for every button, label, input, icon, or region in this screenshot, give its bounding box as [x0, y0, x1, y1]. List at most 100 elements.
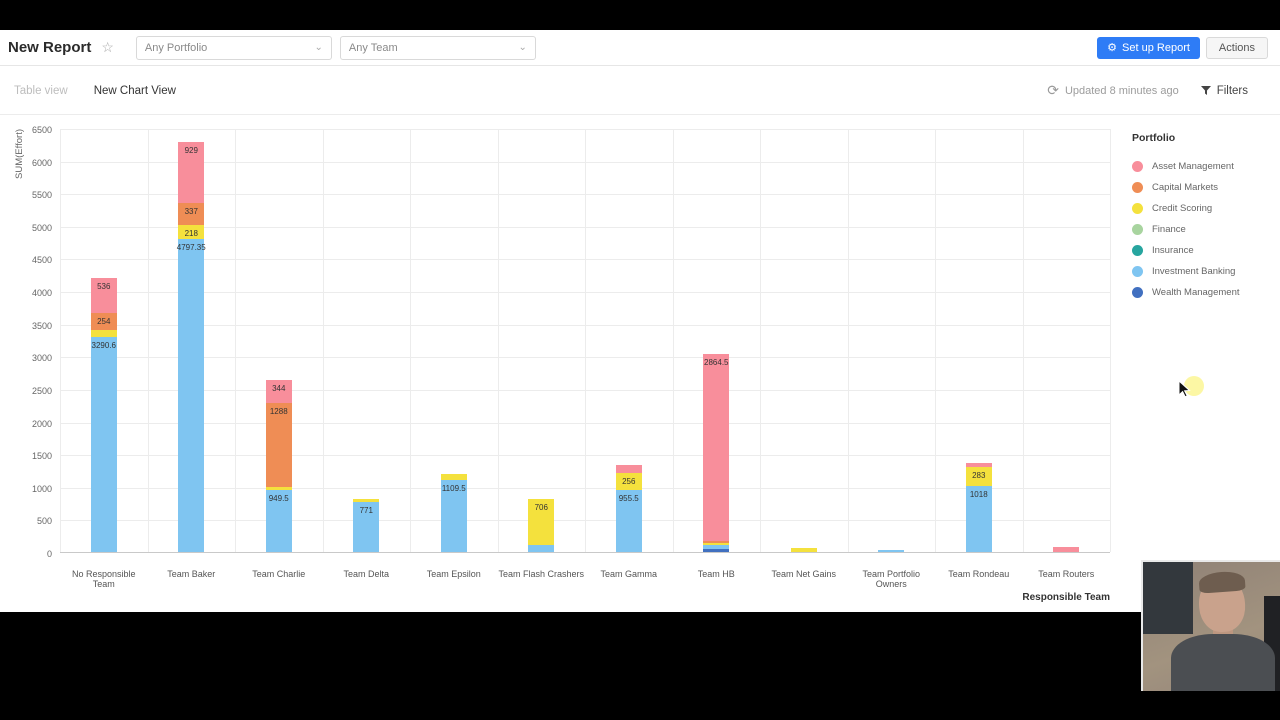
- tab-table-view[interactable]: Table view: [14, 84, 68, 97]
- portfolio-filter-value: Any Portfolio: [144, 41, 208, 54]
- gridline: [235, 129, 236, 552]
- bar-segment[interactable]: [615, 489, 642, 552]
- bar-segment[interactable]: [790, 548, 817, 552]
- x-tick-label: Team HB: [697, 569, 735, 579]
- legend-item[interactable]: Wealth Management: [1132, 282, 1272, 303]
- x-tick-label: Team Baker: [167, 569, 216, 579]
- chart-legend: Portfolio Asset Management Capital Market…: [1132, 132, 1272, 303]
- legend-item-label: Finance: [1152, 224, 1186, 235]
- bar-segment[interactable]: [265, 402, 292, 487]
- x-tick-label: Team Flash Crashers: [498, 569, 585, 579]
- portfolio-filter-dropdown[interactable]: Any Portfolio ⌄: [135, 35, 332, 60]
- filters-button[interactable]: Filters: [1200, 85, 1248, 97]
- y-axis: 0 500 1000 1500 2000 2500 3000 3500 4000 4500 5000…: [0, 125, 54, 559]
- bar-segment[interactable]: [615, 473, 642, 490]
- bar-segment[interactable]: [878, 550, 905, 552]
- page-title: New Report: [8, 39, 92, 56]
- bar-segment[interactable]: [615, 465, 642, 473]
- bar-segment[interactable]: [353, 501, 380, 552]
- legend-item[interactable]: Capital Markets: [1132, 177, 1272, 198]
- legend-item-label: Credit Scoring: [1152, 203, 1213, 214]
- actions-button[interactable]: Actions: [1205, 36, 1268, 59]
- bar-segment[interactable]: [703, 353, 730, 541]
- y-tick-label: 0: [46, 549, 52, 559]
- y-tick-label: 6500: [31, 125, 52, 135]
- bar-segment[interactable]: [265, 490, 292, 552]
- tab-chart-view[interactable]: New Chart View: [93, 84, 176, 97]
- x-tick-label: Team Portfolio Owners: [862, 569, 921, 589]
- view-toolbar: Table view New Chart View ⟳ Updated 8 mi…: [0, 67, 1280, 115]
- gridline: [1110, 129, 1111, 552]
- report-header: New Report ☆ Any Portfolio ⌄ Any Team ⌄ …: [0, 30, 1280, 66]
- bar-segment[interactable]: [440, 474, 467, 480]
- bar-segment[interactable]: [703, 540, 730, 543]
- bar-segment[interactable]: [265, 380, 292, 403]
- y-tick-label: 3500: [31, 320, 52, 331]
- x-axis: No Responsible Team Team Baker Team Charli…: [60, 569, 1110, 589]
- bar-segment[interactable]: [90, 329, 117, 338]
- legend-title: Portfolio: [1132, 132, 1176, 144]
- y-tick-label: 4500: [31, 255, 52, 266]
- chevron-down-icon: ⌄: [518, 42, 527, 53]
- legend-color-dot: [1132, 245, 1143, 256]
- gridline: [410, 129, 411, 552]
- bar-segment[interactable]: [703, 544, 730, 550]
- x-axis-title: Responsible Team: [1022, 592, 1110, 603]
- bar-segment[interactable]: [90, 278, 117, 313]
- gridline: [585, 129, 586, 552]
- legend-item[interactable]: Insurance: [1132, 240, 1272, 261]
- x-tick-label: No Responsible Team: [71, 569, 136, 589]
- bar-segment[interactable]: [703, 542, 730, 545]
- bar-segment[interactable]: [353, 499, 380, 502]
- gear-icon: ⚙: [1107, 42, 1118, 54]
- x-tick-label: Team Rondeau: [948, 569, 1010, 579]
- legend-item-label: Wealth Management: [1152, 287, 1240, 298]
- setup-report-label: Set up Report: [1122, 41, 1190, 54]
- bar-segment[interactable]: [178, 239, 205, 552]
- legend-item[interactable]: Credit Scoring: [1132, 198, 1272, 219]
- legend-item-label: Insurance: [1152, 245, 1194, 256]
- x-tick-label: Team Delta: [343, 569, 390, 579]
- y-tick-label: 1500: [31, 451, 52, 462]
- bar-segment[interactable]: [1053, 547, 1080, 552]
- bar-segment[interactable]: [265, 486, 292, 491]
- bar-segment[interactable]: [178, 224, 205, 240]
- x-tick-label: Team Charlie: [252, 569, 306, 579]
- favorite-star-icon[interactable]: ☆: [101, 39, 114, 55]
- bar-segment[interactable]: [528, 545, 555, 552]
- app-window: New Report ☆ Any Portfolio ⌄ Any Team ⌄ …: [0, 30, 1280, 612]
- refresh-icon[interactable]: ⟳: [1047, 82, 1059, 98]
- bar-segment[interactable]: [90, 312, 117, 330]
- x-tick-label: Team Gamma: [600, 569, 657, 579]
- webcam-person-body: [1171, 634, 1275, 691]
- legend-item[interactable]: Finance: [1132, 219, 1272, 240]
- bar-segment[interactable]: [965, 485, 992, 552]
- x-tick-label: Team Net Gains: [771, 569, 837, 579]
- legend-item[interactable]: Investment Banking: [1132, 261, 1272, 282]
- y-tick-label: 2000: [31, 418, 52, 429]
- chart-plot-area[interactable]: 3290.6 254 536 4797.35 218 337 929 949.5 1288 344…: [60, 129, 1111, 553]
- bar-segment[interactable]: [965, 463, 992, 468]
- gridline: [60, 129, 61, 552]
- x-tick-label: Team Epsilon: [426, 569, 481, 579]
- bar-segment[interactable]: [178, 202, 205, 225]
- chevron-down-icon: ⌄: [314, 42, 323, 53]
- webcam-background-window: [1143, 562, 1193, 634]
- gridline: [847, 129, 849, 552]
- updated-status: Updated 8 minutes ago: [1064, 84, 1179, 97]
- bar-segment[interactable]: [965, 467, 992, 486]
- bar-segment[interactable]: [440, 479, 467, 552]
- bar-segment[interactable]: [178, 142, 205, 203]
- gridline: [1022, 129, 1024, 552]
- setup-report-button[interactable]: ⚙ Set up Report: [1097, 36, 1200, 59]
- gridline: [672, 129, 674, 552]
- legend-item[interactable]: Asset Management: [1132, 156, 1272, 177]
- bar-segment[interactable]: [703, 549, 730, 552]
- bar-segment[interactable]: [90, 337, 117, 552]
- legend-item-label: Asset Management: [1152, 161, 1234, 172]
- gridline: [760, 129, 761, 552]
- gridline: [935, 129, 936, 552]
- bar-segment[interactable]: [528, 499, 555, 546]
- team-filter-dropdown[interactable]: Any Team ⌄: [339, 35, 536, 60]
